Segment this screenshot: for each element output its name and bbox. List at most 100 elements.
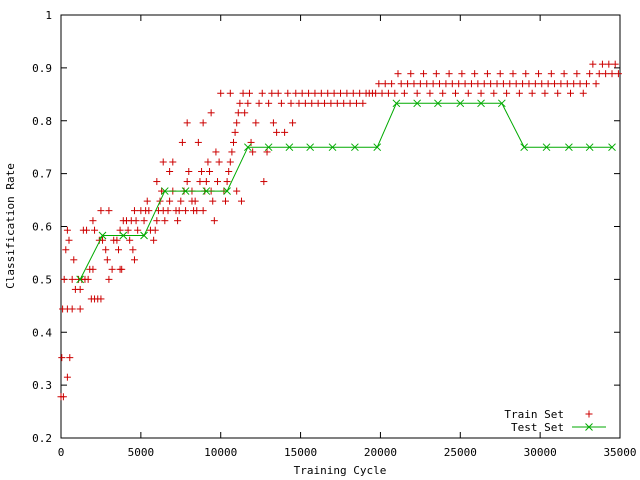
train-point	[404, 80, 412, 88]
train-point	[451, 89, 459, 97]
legend-test-label: Test Set	[511, 421, 564, 434]
train-point	[432, 70, 440, 78]
train-point	[70, 256, 78, 264]
train-point	[289, 119, 297, 127]
train-point	[114, 246, 122, 254]
train-point	[269, 119, 277, 127]
train-point	[223, 178, 231, 186]
x-tick-label: 30000	[524, 446, 557, 459]
train-point	[284, 89, 292, 97]
train-point	[467, 80, 475, 88]
train-point	[226, 89, 234, 97]
train-point	[586, 70, 594, 78]
train-point	[233, 187, 241, 195]
y-axis-ticks: 0.2 0.3 0.4 0.5 0.6 0.7 0.8 0.9 1	[32, 9, 620, 445]
train-point	[68, 275, 76, 283]
test-point	[223, 187, 231, 195]
y-tick-label: 0.9	[32, 62, 52, 75]
train-point	[535, 70, 543, 78]
train-point	[477, 89, 485, 97]
train-point	[346, 99, 354, 107]
train-point	[164, 207, 172, 215]
train-point	[130, 256, 138, 264]
train-point	[605, 60, 613, 68]
train-point	[207, 109, 215, 117]
train-point	[113, 236, 121, 244]
train-point	[151, 226, 159, 234]
train-point	[595, 70, 603, 78]
train-point	[541, 89, 549, 97]
train-point	[177, 197, 185, 205]
train-point	[429, 80, 437, 88]
train-point	[130, 207, 138, 215]
train-point	[461, 80, 469, 88]
train-point	[196, 178, 204, 186]
test-set-series	[76, 99, 616, 284]
x-tick-label: 0	[58, 446, 65, 459]
train-point	[159, 158, 167, 166]
train-point	[352, 99, 360, 107]
train-point	[108, 265, 116, 273]
train-point	[538, 80, 546, 88]
train-point	[439, 89, 447, 97]
test-point	[76, 275, 85, 284]
train-point	[76, 305, 84, 313]
train-point	[153, 217, 161, 225]
train-point	[89, 265, 97, 273]
train-point	[509, 70, 517, 78]
x-tick-label: 10000	[204, 446, 237, 459]
train-point	[169, 158, 177, 166]
train-point	[305, 89, 313, 97]
train-point	[134, 226, 142, 234]
train-point	[375, 80, 383, 88]
train-set-points	[57, 60, 622, 401]
train-point	[281, 128, 289, 136]
test-point	[328, 143, 337, 152]
train-point	[480, 80, 488, 88]
train-point	[63, 226, 71, 234]
train-point	[407, 70, 415, 78]
train-point	[103, 256, 111, 264]
y-tick-label: 0.2	[32, 432, 52, 445]
train-point	[522, 70, 530, 78]
y-tick-label: 0.7	[32, 168, 52, 181]
plot-frame	[60, 14, 621, 439]
test-point	[306, 143, 315, 152]
train-point	[474, 80, 482, 88]
train-point	[343, 89, 351, 97]
legend-test-marker	[572, 423, 606, 431]
train-point	[340, 99, 348, 107]
train-point	[298, 89, 306, 97]
train-point	[198, 168, 206, 176]
train-point	[89, 217, 97, 225]
train-point	[611, 60, 619, 68]
test-point	[181, 187, 190, 195]
train-point	[66, 354, 74, 362]
train-point	[158, 187, 166, 195]
train-point	[68, 305, 76, 313]
train-point	[145, 207, 153, 215]
train-point	[140, 217, 148, 225]
train-point	[314, 99, 322, 107]
train-point	[576, 80, 584, 88]
train-point	[206, 168, 214, 176]
train-point	[83, 226, 91, 234]
train-point	[420, 70, 428, 78]
train-point	[324, 89, 332, 97]
train-point	[471, 70, 479, 78]
train-point	[321, 99, 329, 107]
train-point	[234, 109, 242, 117]
test-point	[477, 99, 485, 108]
train-point	[62, 246, 70, 254]
train-point	[503, 89, 511, 97]
train-point	[239, 89, 247, 97]
test-point	[373, 143, 382, 152]
test-point	[585, 143, 594, 152]
train-point	[413, 89, 421, 97]
train-point	[570, 80, 578, 88]
train-point	[193, 207, 201, 215]
train-point	[311, 89, 319, 97]
train-point	[183, 178, 191, 186]
y-tick-label: 0.3	[32, 379, 52, 392]
